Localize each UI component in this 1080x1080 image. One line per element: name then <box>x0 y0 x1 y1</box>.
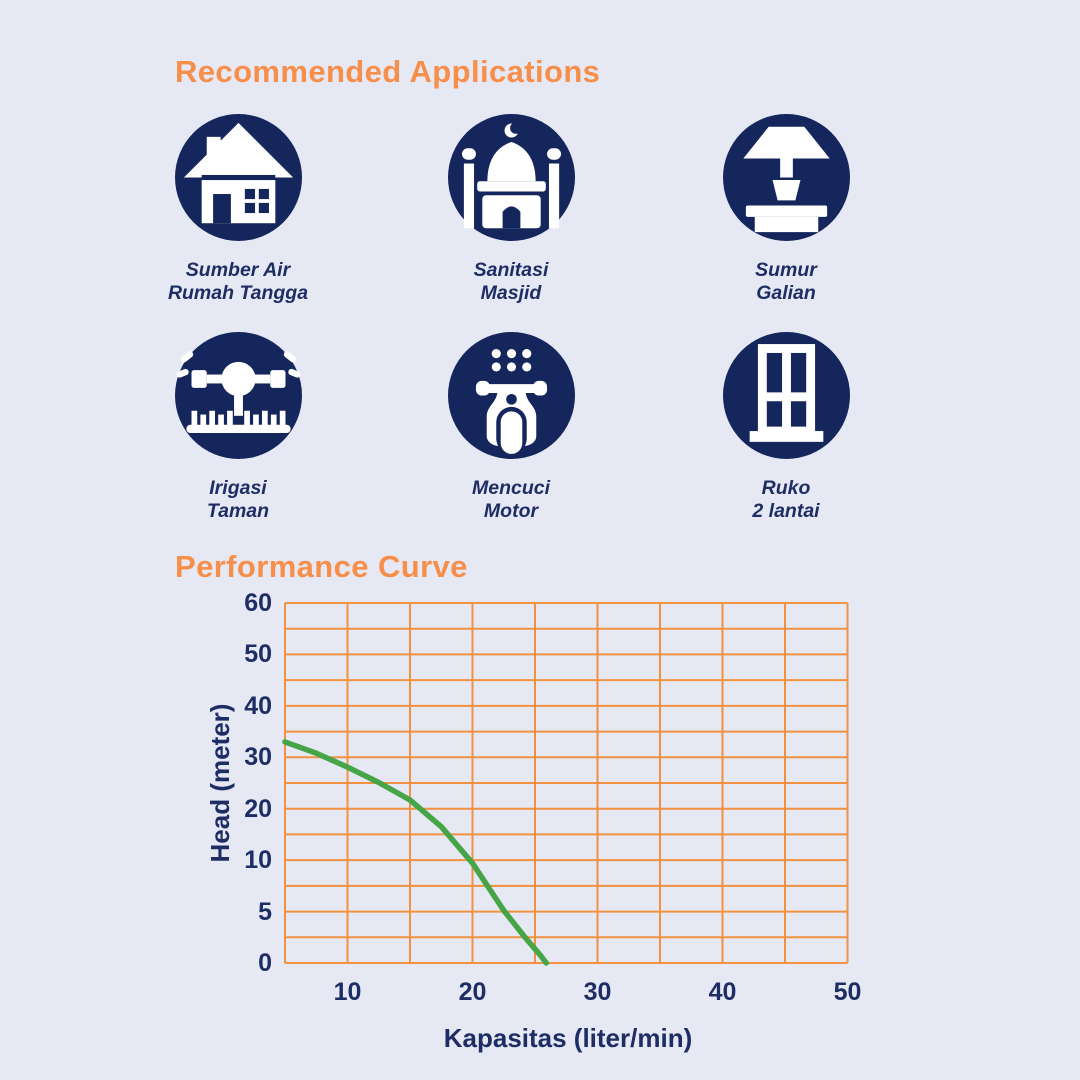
app-label: Sumur Galian <box>656 259 916 305</box>
app-icon-circle <box>174 332 302 459</box>
scooter-icon <box>475 349 547 454</box>
x-tick-label: 40 <box>708 978 737 1006</box>
applications-section-title: Recommended Applications <box>175 54 601 89</box>
x-tick-label: 20 <box>458 978 487 1006</box>
window-icon <box>749 344 823 442</box>
performance-curve-line <box>282 739 550 966</box>
y-tick-label: 40 <box>244 691 272 720</box>
app-icon-circle <box>447 332 575 459</box>
x-axis-title: Kapasitas (liter/min) <box>443 1023 693 1053</box>
app-label-line1: Sanitasi <box>473 259 549 281</box>
app-label-line1: Ruko <box>761 477 811 499</box>
app-label: Mencuci Motor <box>381 477 641 523</box>
x-tick-label: 30 <box>583 978 612 1006</box>
app-label-line2: Motor <box>483 500 539 522</box>
application-item-shophouse: Ruko 2 lantai <box>656 332 916 523</box>
application-item-mosque-sanitation: Sanitasi Masjid <box>381 114 641 305</box>
app-label-line1: Irigasi <box>209 477 267 499</box>
y-tick-label: 50 <box>244 640 272 669</box>
mosque-icon <box>461 122 561 229</box>
app-label-line2: 2 lantai <box>752 500 820 522</box>
house-icon <box>183 122 293 224</box>
app-label: Ruko 2 lantai <box>656 477 916 523</box>
app-label-line2: Taman <box>206 500 270 522</box>
y-tick-label: 60 <box>244 589 272 617</box>
y-tick-label: 10 <box>244 846 272 875</box>
y-tick-label: 30 <box>244 743 272 772</box>
app-label-line1: Mencuci <box>471 477 551 499</box>
performance-section-title: Performance Curve <box>175 549 468 584</box>
app-icon-circle <box>174 114 302 241</box>
y-tick-label: 20 <box>244 794 272 823</box>
app-label-line2: Galian <box>756 282 816 304</box>
app-label-line2: Masjid <box>480 282 542 304</box>
sprinkler-icon <box>176 351 300 433</box>
app-label-line2: Rumah Tangga <box>167 282 309 304</box>
application-item-dug-well: Sumur Galian <box>656 114 916 305</box>
app-icon-circle <box>722 332 850 459</box>
application-item-motorbike-washing: Mencuci Motor <box>381 332 641 523</box>
app-label: Irigasi Taman <box>108 477 368 523</box>
y-tick-label: 0 <box>258 949 272 977</box>
app-icon-circle <box>447 114 575 241</box>
water-well-icon <box>742 126 830 233</box>
app-label: Sumber Air Rumah Tangga <box>108 259 368 305</box>
x-tick-label: 10 <box>333 978 362 1006</box>
app-label-line1: Sumur <box>755 259 817 281</box>
app-label: Sanitasi Masjid <box>381 259 641 305</box>
application-item-garden-irrigation: Irigasi Taman <box>108 332 368 523</box>
x-tick-label: 50 <box>833 978 862 1006</box>
app-label-line1: Sumber Air <box>185 259 291 281</box>
y-tick-label: 5 <box>258 897 272 926</box>
application-item-household-water: Sumber Air Rumah Tangga <box>108 114 368 305</box>
app-icon-circle <box>722 114 850 241</box>
